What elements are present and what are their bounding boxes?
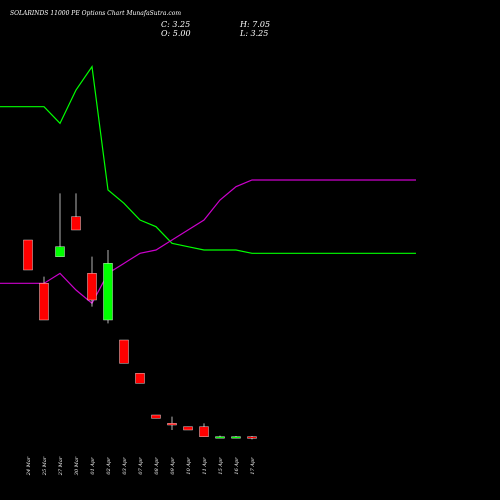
candle-body	[119, 339, 129, 364]
x-tick-label: 07 Apr	[138, 457, 144, 475]
x-tick-label: 02 Apr	[106, 457, 112, 475]
candle-9	[167, 416, 177, 430]
green-line	[0, 65, 416, 254]
candle-8	[151, 414, 161, 419]
candle-13	[231, 436, 241, 439]
candle-body	[215, 436, 225, 439]
candle-11	[199, 423, 209, 437]
candle-14	[247, 436, 257, 440]
x-tick-label: 08 Apr	[154, 457, 160, 475]
candle-body	[167, 423, 177, 426]
candle-body	[23, 239, 33, 271]
candle-body	[87, 273, 97, 301]
candle-2	[55, 193, 65, 257]
x-tick-label: 11 Apr	[202, 457, 208, 475]
candle-5	[103, 250, 113, 324]
x-tick-label: 01 Apr	[90, 457, 96, 475]
x-tick-label: 15 Apr	[218, 457, 224, 475]
high-value: H: 7.05	[240, 20, 271, 29]
close-value: C: 3.25	[161, 20, 191, 29]
candle-1	[39, 276, 49, 321]
chart-title: SOLARINDS 11000 PE Options Chart MunafaS…	[10, 10, 182, 17]
x-axis-ticks: 24 Mar 25 Mar 27 Mar 30 Mar 01 Apr 02 Apr 03 A…	[26, 456, 256, 476]
x-tick-label: 10 Apr	[186, 457, 192, 475]
candlesticks	[23, 193, 257, 440]
open-value: O: 5.00	[161, 29, 191, 38]
candle-body	[71, 216, 81, 231]
candle-body	[103, 263, 113, 321]
x-tick-label: 24 Mar	[26, 456, 32, 476]
x-tick-label: 16 Apr	[234, 457, 240, 475]
candle-0	[23, 239, 33, 271]
candle-body	[231, 436, 241, 439]
candle-10	[183, 426, 193, 431]
candle-body	[39, 283, 49, 321]
candle-7	[135, 373, 145, 384]
x-tick-label: 17 Apr	[250, 457, 256, 475]
candle-3	[71, 193, 81, 231]
candle-body	[247, 436, 257, 439]
x-tick-label: 09 Apr	[170, 457, 176, 475]
candle-body	[199, 426, 209, 437]
candle-body	[151, 414, 161, 419]
low-value: L: 3.25	[240, 29, 269, 38]
x-tick-label: 25 Mar	[42, 456, 48, 476]
candle-body	[55, 246, 65, 257]
candle-body	[135, 373, 145, 384]
candle-body	[183, 426, 193, 431]
candle-6	[119, 339, 129, 364]
candle-12	[215, 435, 225, 439]
x-tick-label: 03 Apr	[122, 457, 128, 475]
magenta-line	[0, 179, 416, 305]
x-tick-label: 30 Mar	[74, 456, 80, 475]
candle-4	[87, 256, 97, 307]
indicator-lines	[0, 65, 416, 305]
x-tick-label: 27 Mar	[58, 456, 64, 476]
